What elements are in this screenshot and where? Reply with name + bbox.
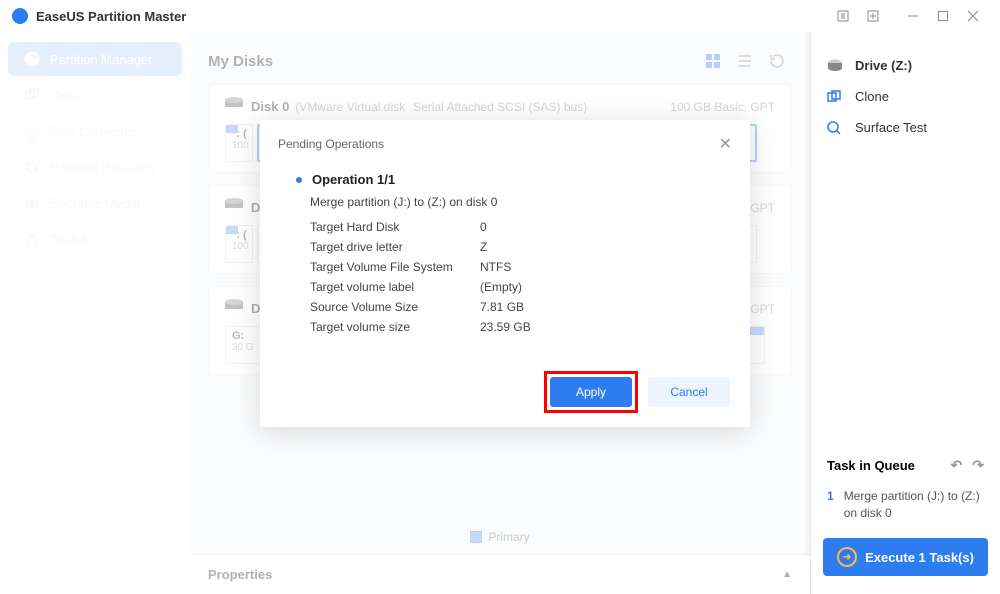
clone-icon — [827, 90, 845, 104]
cancel-label: Cancel — [670, 385, 707, 399]
cancel-button[interactable]: Cancel — [648, 377, 730, 407]
tool-icon-1[interactable] — [828, 4, 858, 28]
operation-row: Target drive letterZ — [310, 237, 700, 257]
operation-row: Target Hard Disk0 — [310, 217, 700, 237]
operation-row: Source Volume Size7.81 GB — [310, 297, 700, 317]
rpanel-surface-label: Surface Test — [855, 120, 927, 135]
op-value: 7.81 GB — [480, 300, 524, 314]
op-key: Target Hard Disk — [310, 220, 480, 234]
execute-label: Execute 1 Task(s) — [865, 550, 974, 565]
modal-close-icon[interactable]: ✕ — [719, 134, 732, 154]
op-key: Target volume label — [310, 280, 480, 294]
op-value: Z — [480, 240, 487, 254]
task-number: 1 — [827, 488, 834, 522]
modal-title: Pending Operations — [278, 137, 384, 151]
rpanel-drive-label: Drive (Z:) — [855, 58, 912, 73]
pending-operations-modal: Pending Operations ✕ Operation 1/1 Merge… — [260, 120, 750, 427]
app-logo-icon — [12, 8, 28, 24]
rpanel-clone[interactable]: Clone — [823, 81, 988, 112]
surface-icon — [827, 121, 845, 135]
bullet-icon — [296, 177, 302, 183]
highlight-box — [544, 371, 638, 413]
undo-icon[interactable]: ↶ — [951, 457, 963, 473]
task-text: Merge partition (J:) to (Z:) on disk 0 — [844, 488, 984, 522]
rpanel-drive[interactable]: Drive (Z:) — [823, 50, 988, 81]
close-icon[interactable] — [958, 4, 988, 28]
maximize-icon[interactable] — [928, 4, 958, 28]
op-value: 23.59 GB — [480, 320, 531, 334]
operation-desc: Merge partition (J:) to (Z:) on disk 0 — [260, 195, 750, 215]
op-value: NTFS — [480, 260, 511, 274]
task-item[interactable]: 1 Merge partition (J:) to (Z:) on disk 0 — [823, 482, 988, 538]
tool-icon-2[interactable] — [858, 4, 888, 28]
titlebar: EaseUS Partition Master — [0, 0, 1000, 32]
operation-row: Target volume size23.59 GB — [310, 317, 700, 337]
rpanel-surface-test[interactable]: Surface Test — [823, 112, 988, 143]
op-key: Target Volume File System — [310, 260, 480, 274]
execute-button[interactable]: ➜ Execute 1 Task(s) — [823, 538, 988, 576]
app-title: EaseUS Partition Master — [36, 9, 828, 24]
op-key: Source Volume Size — [310, 300, 480, 314]
operation-row: Target Volume File SystemNTFS — [310, 257, 700, 277]
task-queue-heading: Task in Queue ↶ ↷ — [823, 449, 988, 482]
rpanel-clone-label: Clone — [855, 89, 889, 104]
operation-row: Target volume label(Empty) — [310, 277, 700, 297]
op-key: Target volume size — [310, 320, 480, 334]
redo-icon[interactable]: ↷ — [972, 457, 984, 473]
op-key: Target drive letter — [310, 240, 480, 254]
operation-title: Operation 1/1 — [312, 172, 395, 187]
execute-arrow-icon: ➜ — [837, 547, 857, 567]
op-value: 0 — [480, 220, 487, 234]
task-heading-label: Task in Queue — [827, 458, 915, 473]
op-value: (Empty) — [480, 280, 522, 294]
minimize-icon[interactable] — [898, 4, 928, 28]
drive-icon — [827, 59, 845, 73]
